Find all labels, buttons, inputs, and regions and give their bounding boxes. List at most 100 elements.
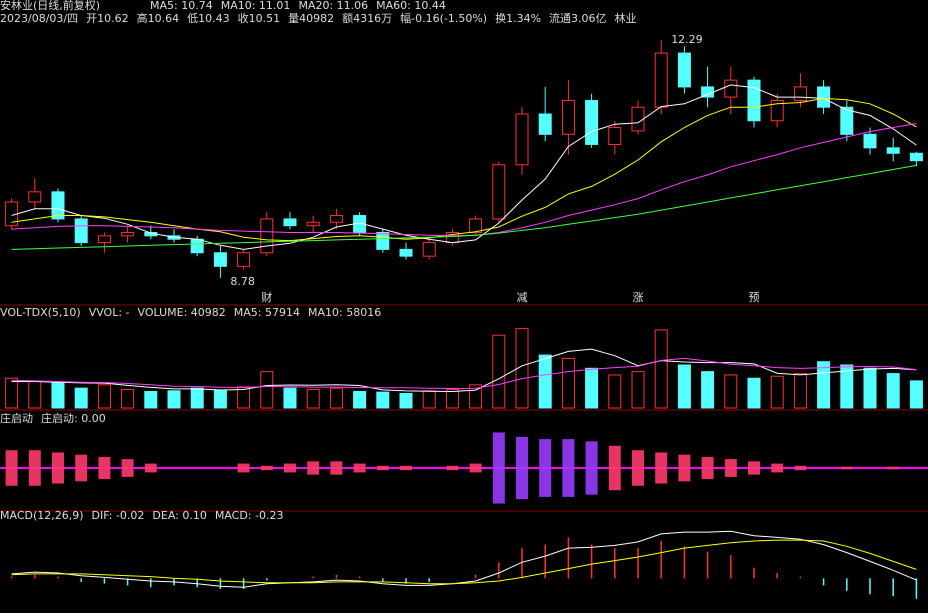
header-text: VOLUME: 40982 <box>138 306 226 319</box>
candle-body <box>701 86 715 98</box>
line <box>11 164 917 250</box>
candle-body <box>585 99 599 145</box>
volume-bar <box>74 387 88 409</box>
candle-body <box>51 191 65 220</box>
header-text: MA10: 58016 <box>308 306 381 319</box>
header-text: VOL-TDX(5,10) <box>0 306 81 319</box>
event-marker: 预 <box>749 291 760 304</box>
volume-bar <box>561 357 575 409</box>
header-text: MA5: 10.74 <box>150 0 213 12</box>
mirror-bar <box>840 466 853 470</box>
mirror-bar <box>469 463 482 473</box>
header-text: 庄启动 <box>0 411 33 425</box>
max-label: 12.29 <box>671 33 703 46</box>
mirror-bar <box>585 441 598 495</box>
volume-bar <box>237 386 251 409</box>
volume-bar <box>353 390 367 409</box>
volume-bar <box>97 384 111 409</box>
volume-bar <box>863 367 877 409</box>
volume-bar <box>260 371 274 409</box>
candle-body <box>422 242 436 257</box>
header-text: MA5: 57914 <box>234 306 300 319</box>
header-text: DIF: -0.02 <box>92 509 145 522</box>
line <box>11 84 917 250</box>
mirror-bar <box>516 436 528 500</box>
volume-bar <box>770 375 784 409</box>
candle-body <box>237 252 251 267</box>
mirror-bar <box>260 465 273 471</box>
min-label: 8.78 <box>230 275 255 288</box>
volume-bar <box>886 373 900 409</box>
candle-body <box>469 218 483 233</box>
mirror-bar <box>539 439 552 497</box>
mirror-bar <box>492 432 505 504</box>
volume-bar <box>909 380 923 409</box>
mirror-bar <box>701 456 714 480</box>
candle-body <box>399 248 413 257</box>
header-text: MA20: 11.06 <box>298 0 368 12</box>
mirror-bar <box>632 450 644 486</box>
header-text: 换1.34% <box>495 11 541 25</box>
candle-body <box>677 52 691 88</box>
mirror-bar <box>144 463 157 473</box>
volume-bar <box>144 390 158 409</box>
candle-body <box>74 218 88 244</box>
candle-body <box>631 106 645 132</box>
header-text: 流通3.06亿 <box>549 11 607 25</box>
header-text: 庄启动: 0.00 <box>41 411 106 425</box>
header-text: 低10.43 <box>187 12 230 25</box>
mirror-bar <box>98 456 111 480</box>
header-text: MACD: -0.23 <box>215 509 284 522</box>
volume-bar <box>724 374 738 409</box>
candle-body <box>492 164 506 220</box>
candle-body <box>376 231 390 250</box>
volume-bar <box>445 388 459 409</box>
mirror-bar <box>75 454 88 482</box>
line <box>11 539 917 585</box>
candle-body <box>840 106 854 135</box>
candle-body <box>793 86 807 101</box>
volume-bar <box>190 387 204 409</box>
candle-body <box>724 79 738 98</box>
mirror-bar <box>771 463 784 473</box>
volume-bar <box>817 361 831 409</box>
volume-bar <box>121 388 135 409</box>
volume-bar <box>306 388 320 409</box>
mirror-bar <box>724 459 737 477</box>
header-text: 开10.62 <box>86 12 129 25</box>
mirror-bar <box>330 461 343 475</box>
volume-bar <box>329 387 343 409</box>
candle-body <box>608 127 622 145</box>
candle-body <box>747 79 761 122</box>
volume-bar <box>376 391 390 409</box>
volume-bar <box>167 390 181 409</box>
candle-body <box>283 218 297 227</box>
event-marker: 财 <box>261 290 272 304</box>
volume-bar <box>747 377 761 409</box>
mirror-bar <box>237 463 250 473</box>
volume-bar <box>793 373 807 409</box>
volume-bar <box>515 328 529 409</box>
mirror-bar <box>28 450 41 486</box>
volume-bar <box>28 381 42 409</box>
header-text: VVOL: - <box>89 306 130 319</box>
header-text: 安林业(日线,前复权) <box>0 0 100 12</box>
candle-body <box>654 52 668 108</box>
candle-body <box>28 191 42 203</box>
mirror-bar <box>608 445 621 491</box>
candle-body <box>909 152 923 162</box>
volume-bar <box>422 390 436 409</box>
mirror-bar <box>887 466 900 470</box>
mirror-bar <box>5 450 18 486</box>
event-marker: 减 <box>517 291 528 304</box>
mirror-bar <box>284 463 296 473</box>
volume-bar <box>631 371 645 409</box>
volume-bar <box>538 354 552 409</box>
volume-bar <box>5 377 19 409</box>
volume-bar <box>399 392 413 409</box>
line <box>11 97 917 242</box>
candle-body <box>97 235 111 244</box>
mirror-bar <box>400 465 412 471</box>
volume-bar <box>701 371 715 409</box>
line <box>11 530 917 588</box>
